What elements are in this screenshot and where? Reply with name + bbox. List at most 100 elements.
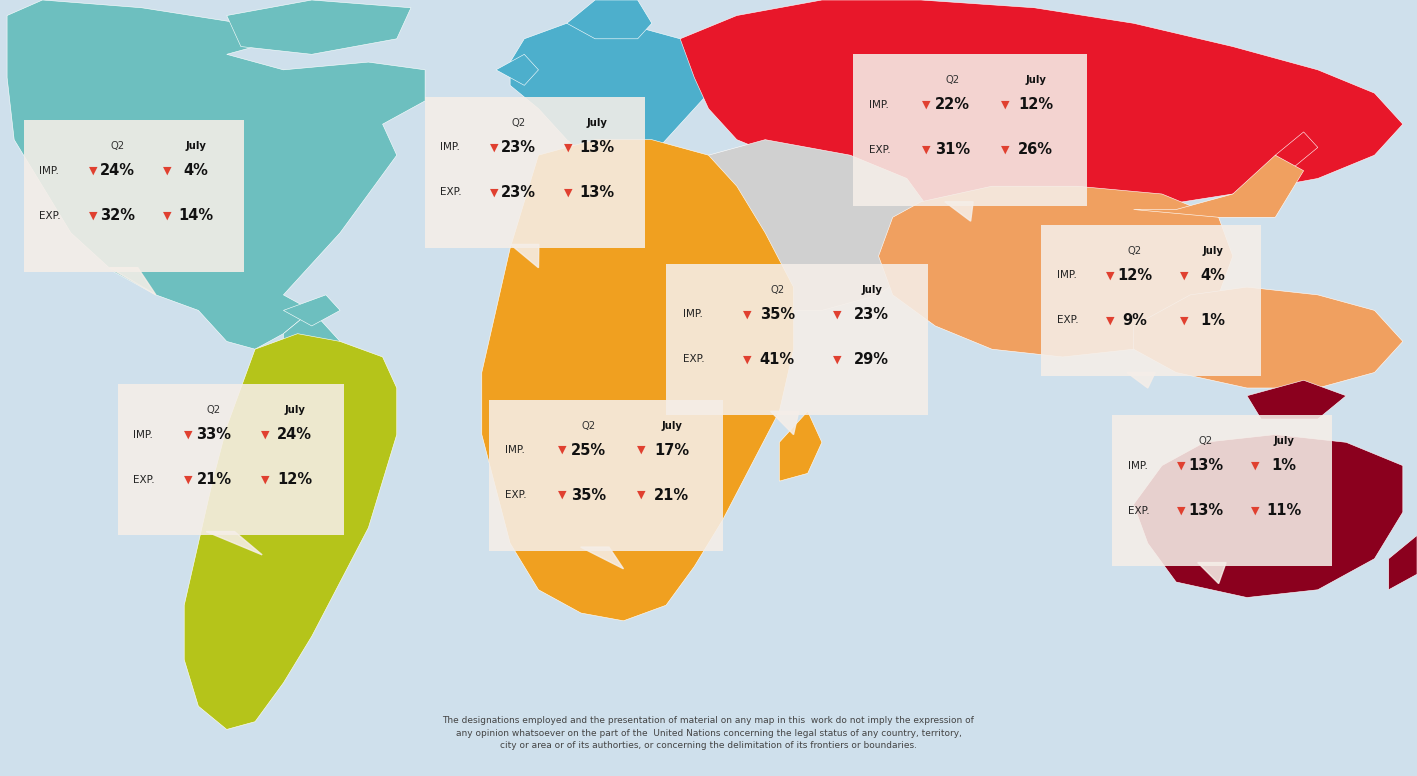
Text: ▼: ▼ (1000, 100, 1009, 109)
Polygon shape (1134, 435, 1403, 598)
Text: IMP.: IMP. (1057, 271, 1077, 280)
Text: ▼: ▼ (744, 355, 751, 364)
Text: Q2: Q2 (581, 421, 595, 431)
Polygon shape (109, 268, 156, 295)
FancyBboxPatch shape (666, 264, 928, 415)
Text: Q2: Q2 (1128, 246, 1142, 256)
Text: 22%: 22% (935, 97, 969, 113)
FancyBboxPatch shape (853, 54, 1087, 206)
Text: ▼: ▼ (490, 188, 497, 197)
Text: ▼: ▼ (163, 166, 171, 175)
Polygon shape (945, 202, 973, 221)
Text: IMP.: IMP. (683, 310, 703, 319)
Text: ▼: ▼ (1107, 316, 1114, 325)
Text: EXP.: EXP. (1057, 316, 1078, 325)
Text: ▼: ▼ (1251, 506, 1260, 515)
Text: 23%: 23% (854, 307, 888, 322)
Polygon shape (510, 244, 538, 268)
Polygon shape (581, 547, 623, 569)
Polygon shape (510, 23, 708, 171)
Text: 41%: 41% (760, 352, 795, 367)
Text: ▼: ▼ (558, 445, 565, 455)
Text: 31%: 31% (935, 142, 969, 158)
Text: ▼: ▼ (564, 143, 572, 152)
Text: 24%: 24% (101, 163, 135, 178)
Text: ▼: ▼ (490, 143, 497, 152)
Text: ▼: ▼ (261, 430, 269, 439)
Text: IMP.: IMP. (869, 100, 888, 109)
Text: IMP.: IMP. (1128, 461, 1148, 470)
Text: 21%: 21% (655, 487, 689, 503)
Polygon shape (7, 0, 425, 349)
Text: July: July (1026, 75, 1046, 85)
Text: 4%: 4% (1200, 268, 1226, 283)
Text: ▼: ▼ (1251, 461, 1260, 470)
Polygon shape (680, 140, 935, 310)
Text: ▼: ▼ (636, 490, 645, 500)
Text: ▼: ▼ (184, 430, 193, 439)
Text: ▼: ▼ (1180, 316, 1189, 325)
Text: 26%: 26% (1019, 142, 1053, 158)
Polygon shape (496, 54, 538, 85)
Text: 29%: 29% (854, 352, 888, 367)
Polygon shape (1389, 535, 1417, 590)
Text: IMP.: IMP. (441, 143, 461, 152)
FancyBboxPatch shape (1041, 225, 1261, 376)
Text: 4%: 4% (183, 163, 208, 178)
Text: ▼: ▼ (1180, 271, 1189, 280)
Polygon shape (680, 0, 1403, 217)
Text: IMP.: IMP. (504, 445, 524, 455)
Text: ▼: ▼ (1178, 506, 1185, 515)
Polygon shape (227, 0, 411, 54)
FancyBboxPatch shape (1112, 415, 1332, 566)
Polygon shape (184, 334, 397, 729)
Polygon shape (1127, 372, 1155, 388)
Text: 1%: 1% (1271, 458, 1297, 473)
Text: July: July (285, 405, 305, 415)
Text: EXP.: EXP. (869, 145, 890, 154)
Text: ▼: ▼ (833, 355, 840, 364)
Text: ▼: ▼ (564, 188, 572, 197)
Text: ▼: ▼ (636, 445, 645, 455)
Text: EXP.: EXP. (1128, 506, 1149, 515)
Text: Q2: Q2 (111, 141, 125, 151)
Text: 17%: 17% (655, 442, 689, 458)
Text: ▼: ▼ (1178, 461, 1185, 470)
Text: July: July (587, 118, 606, 128)
Polygon shape (1134, 155, 1304, 217)
Polygon shape (567, 0, 652, 39)
Text: EXP.: EXP. (504, 490, 526, 500)
FancyBboxPatch shape (118, 384, 344, 535)
Text: July: July (1203, 246, 1223, 256)
Text: ▼: ▼ (89, 166, 96, 175)
Text: 25%: 25% (571, 442, 605, 458)
Text: 35%: 35% (571, 487, 605, 503)
Polygon shape (771, 411, 799, 435)
Text: EXP.: EXP. (133, 475, 154, 484)
Text: ▼: ▼ (922, 100, 930, 109)
Text: ▼: ▼ (833, 310, 840, 319)
Polygon shape (1275, 132, 1318, 171)
Text: July: July (1274, 436, 1294, 446)
Text: 23%: 23% (502, 185, 536, 200)
Text: 12%: 12% (1118, 268, 1152, 283)
Text: 23%: 23% (502, 140, 536, 155)
Text: 12%: 12% (1019, 97, 1053, 113)
Text: ▼: ▼ (922, 145, 930, 154)
Text: ▼: ▼ (261, 475, 269, 484)
Text: EXP.: EXP. (40, 211, 61, 220)
Text: Q2: Q2 (512, 118, 526, 128)
Text: The designations employed and the presentation of material on any map in this  w: The designations employed and the presen… (442, 716, 975, 750)
Text: EXP.: EXP. (441, 188, 462, 197)
Polygon shape (1197, 563, 1226, 584)
Text: 32%: 32% (101, 208, 135, 223)
Text: ▼: ▼ (89, 211, 96, 220)
Text: ▼: ▼ (558, 490, 565, 500)
Polygon shape (1247, 380, 1346, 419)
Text: 1%: 1% (1200, 313, 1226, 328)
Text: 33%: 33% (197, 427, 231, 442)
Text: ▼: ▼ (1107, 271, 1114, 280)
Text: July: July (662, 421, 682, 431)
Polygon shape (482, 140, 794, 621)
Text: ▼: ▼ (163, 211, 171, 220)
